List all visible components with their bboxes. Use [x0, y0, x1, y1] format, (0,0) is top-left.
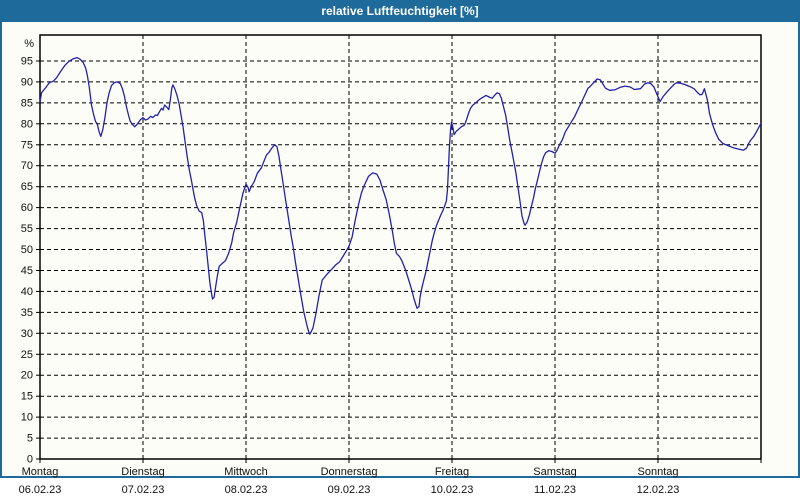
x-tick-marks	[39, 459, 762, 463]
svg-text:80: 80	[21, 118, 33, 130]
chart-area: 0 5 10 15 20 25 30 35 40 45 50 55 60 65 70 75 80 85 90 95% …	[0, 22, 800, 500]
y-tick-labels: 0 5 10 15 20 25 30 35 40 45 50 55 60 65 70 75 80 85 90 95%	[21, 38, 34, 466]
title-bar: relative Luftfeuchtigkeit [%]	[0, 0, 800, 22]
svg-text:30: 30	[21, 328, 33, 340]
y-tick-marks	[36, 60, 40, 460]
svg-text:65: 65	[21, 181, 33, 193]
svg-text:90: 90	[21, 76, 33, 88]
svg-text:45: 45	[21, 265, 33, 277]
x-gridlines	[142, 35, 659, 459]
y-axis-unit-label: %	[24, 38, 34, 50]
svg-text:95: 95	[21, 56, 33, 68]
svg-text:25: 25	[21, 349, 33, 361]
svg-text:75: 75	[21, 139, 33, 151]
humidity-series-line	[39, 56, 762, 335]
svg-text:70: 70	[21, 160, 33, 172]
humidity-line-chart: 0 5 10 15 20 25 30 35 40 45 50 55 60 65 70 75 80 85 90 95%	[21, 34, 762, 466]
plot-frame	[39, 34, 762, 460]
y-gridlines	[40, 60, 761, 439]
svg-text:55: 55	[21, 223, 33, 235]
svg-text:20: 20	[21, 370, 33, 382]
svg-text:85: 85	[21, 97, 33, 109]
svg-text:50: 50	[21, 244, 33, 256]
svg-text:0: 0	[27, 454, 33, 466]
window-title: relative Luftfeuchtigkeit [%]	[321, 4, 479, 18]
svg-text:15: 15	[21, 391, 33, 403]
svg-text:60: 60	[21, 202, 33, 214]
svg-text:10: 10	[21, 412, 33, 424]
svg-text:40: 40	[21, 286, 33, 298]
svg-text:5: 5	[27, 433, 33, 445]
svg-text:35: 35	[21, 307, 33, 319]
